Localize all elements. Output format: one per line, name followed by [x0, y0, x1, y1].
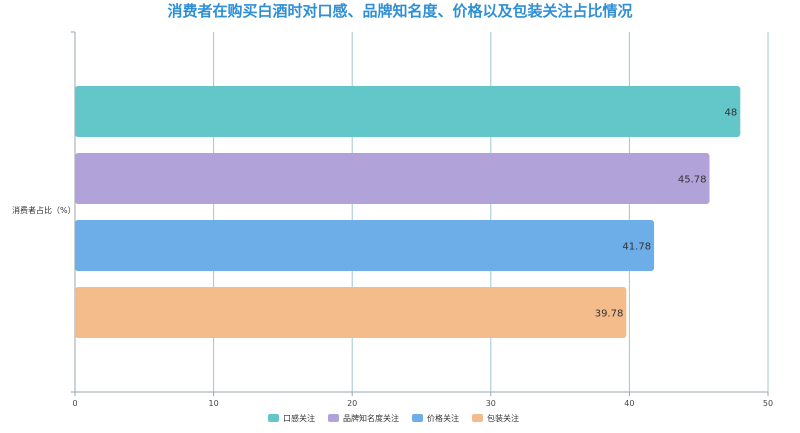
y-axis-label: 消费者占比（%）: [12, 205, 76, 215]
bar: [75, 287, 627, 338]
bar: [75, 220, 655, 271]
legend-swatch: [472, 414, 483, 422]
legend-label: 价格关注: [427, 413, 459, 423]
bar: [75, 153, 710, 204]
legend-label: 包装关注: [487, 413, 519, 423]
x-tick-label: 10: [209, 399, 219, 408]
x-tick-label: 30: [486, 399, 496, 408]
legend-swatch: [328, 414, 339, 422]
legend-label: 品牌知名度关注: [343, 413, 399, 423]
data-label: 39.78: [595, 309, 624, 320]
legend: 口感关注 品牌知名度关注 价格关注 包装关注: [268, 413, 519, 423]
x-tick-label: 20: [347, 399, 357, 408]
bar: [75, 86, 741, 137]
legend-swatch: [268, 414, 279, 422]
x-tick-labels: 0 10 20 30 40 50: [72, 399, 773, 408]
bars: 48 45.78 41.78 39.78: [75, 86, 741, 338]
x-tick-label: 50: [763, 399, 773, 408]
data-label: 41.78: [622, 242, 651, 253]
legend-swatch: [412, 414, 423, 422]
data-label: 45.78: [678, 175, 707, 186]
x-tick-label: 0: [72, 399, 77, 408]
data-label: 48: [725, 108, 738, 119]
x-tick-label: 40: [624, 399, 634, 408]
legend-label: 口感关注: [283, 413, 315, 423]
chart-title: 消费者在购买白酒时对口感、品牌知名度、价格以及包装关注占比情况: [167, 2, 632, 20]
